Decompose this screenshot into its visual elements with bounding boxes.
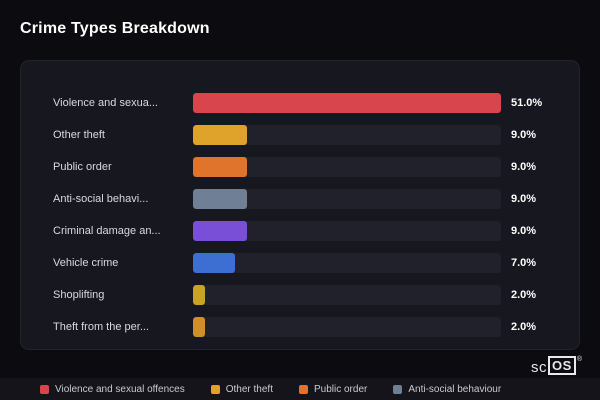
bar-category-label: Public order <box>53 161 112 173</box>
bar-value-label: 9.0% <box>511 193 537 205</box>
bar-track <box>193 125 501 145</box>
bar-value-label: 2.0% <box>511 289 537 301</box>
legend-label: Other theft <box>225 383 273 395</box>
bar-row: Other theft 9.0% <box>53 119 565 151</box>
bar-track <box>193 253 501 273</box>
legend-bar: Violence and sexual offences Other theft P… <box>0 378 600 400</box>
bar-fill[interactable] <box>193 221 248 241</box>
bar-track <box>193 189 501 209</box>
bar-fill[interactable] <box>193 189 248 209</box>
bar-value-label: 9.0% <box>511 161 537 173</box>
bar-track <box>193 157 501 177</box>
bar-fill[interactable] <box>193 125 248 145</box>
bar-fill[interactable] <box>193 253 236 273</box>
bar-row: Public order 9.0% <box>53 151 565 183</box>
page-title: Crime Types Breakdown <box>20 20 210 37</box>
bar-row: Anti-social behavi... 9.0% <box>53 183 565 215</box>
bar-category-label: Vehicle crime <box>53 257 119 269</box>
bar-fill[interactable] <box>193 317 206 337</box>
bar-fill[interactable] <box>193 285 206 305</box>
bar-value-label: 9.0% <box>511 129 537 141</box>
legend-item[interactable]: Anti-social behaviour <box>393 384 501 395</box>
bar-category-label: Other theft <box>53 129 105 141</box>
scos-logo-boxed: OS <box>548 356 576 375</box>
legend-label: Public order <box>313 383 368 395</box>
scos-logo-prefix: sc <box>531 359 548 376</box>
bar-fill[interactable] <box>193 157 248 177</box>
legend-item[interactable]: Public order <box>298 383 368 395</box>
legend-swatch-icon <box>393 384 403 394</box>
bar-category-label: Criminal damage an... <box>53 225 161 237</box>
bar-value-label: 51.0% <box>511 97 543 109</box>
bar-value-label: 9.0% <box>511 225 537 237</box>
bar-fill[interactable] <box>193 93 501 113</box>
bar-row: Theft from the per... 2.0% <box>53 311 565 343</box>
chart-card: Violence and sexua... 51.0% Other theft 9.0… <box>20 60 580 350</box>
registered-mark-icon: ® <box>576 356 582 363</box>
bar-track <box>193 221 501 241</box>
bar-category-label: Violence and sexua... <box>53 97 158 109</box>
bar-value-label: 7.0% <box>511 257 537 269</box>
bar-track <box>193 93 501 113</box>
bar-track <box>193 285 501 305</box>
bar-value-label: 2.0% <box>511 321 537 333</box>
scos-logo: sc OS ® <box>531 356 582 375</box>
bar-category-label: Theft from the per... <box>53 321 149 333</box>
legend-swatch-icon <box>40 384 49 394</box>
legend-label: Violence and sexual offences <box>55 383 185 395</box>
legend-swatch-icon <box>210 384 220 394</box>
legend-item[interactable]: Violence and sexual offences <box>40 384 185 395</box>
bar-row: Vehicle crime 7.0% <box>53 247 565 279</box>
bar-rows: Violence and sexua... 51.0% Other theft 9.0… <box>53 87 565 343</box>
legend-label: Anti-social behaviour <box>408 383 502 395</box>
bar-category-label: Shoplifting <box>53 289 105 301</box>
legend-swatch-icon <box>298 384 308 394</box>
bar-track <box>193 317 501 337</box>
bar-row: Criminal damage an... 9.0% <box>53 215 565 247</box>
bar-category-label: Anti-social behavi... <box>53 193 149 205</box>
legend-item[interactable]: Other theft <box>210 383 273 395</box>
bar-row: Shoplifting 2.0% <box>53 279 565 311</box>
bar-row: Violence and sexua... 51.0% <box>53 87 565 119</box>
